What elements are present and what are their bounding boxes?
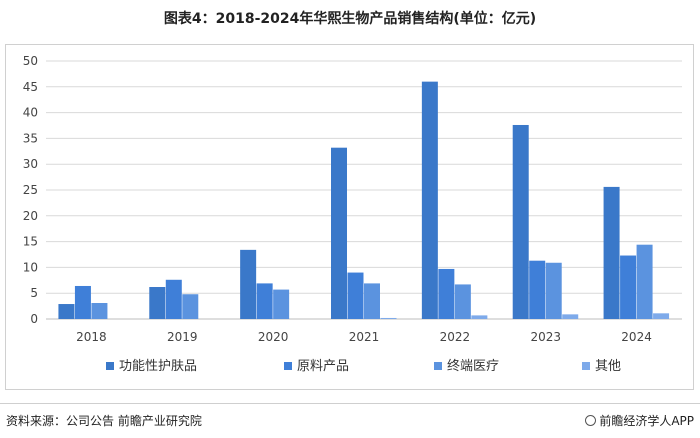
- source-note: 资料来源：公司公告 前瞻产业研究院: [6, 414, 202, 428]
- bar-1: [421, 81, 438, 319]
- legend-label: 功能性护肤品: [119, 359, 197, 374]
- legend-label: 原料产品: [297, 359, 349, 374]
- legend-label: 终端医疗: [447, 358, 499, 374]
- bar-2: [256, 283, 273, 319]
- x-tick-label: 2018: [76, 330, 107, 344]
- bar-1: [240, 249, 257, 319]
- brand-mark: 前瞻经济学人APP: [585, 412, 694, 429]
- bar-4: [653, 313, 670, 319]
- bar-3: [91, 303, 108, 319]
- brand-logo-icon: [585, 415, 597, 426]
- bar-4: [562, 314, 579, 319]
- y-tick-label: 25: [23, 183, 38, 197]
- y-tick-label: 40: [23, 106, 38, 120]
- y-tick-label: 35: [23, 131, 38, 145]
- bar-1: [331, 147, 347, 319]
- x-tick-label: 2021: [349, 330, 380, 344]
- bar-2: [529, 260, 546, 319]
- x-tick-label: 2019: [167, 330, 198, 344]
- x-tick-label: 2022: [440, 330, 471, 344]
- legend-label: 其他: [595, 359, 621, 374]
- bar-2: [74, 285, 91, 319]
- bar-4: [380, 317, 397, 319]
- bar-3: [182, 294, 199, 319]
- x-tick-label: 2024: [621, 330, 652, 344]
- y-tick-label: 15: [23, 235, 38, 249]
- legend-swatch: [434, 362, 442, 370]
- bar-2: [165, 279, 182, 319]
- bar-chart: 0 5 10 15 20 25 30 35 40 45 50 2018 2019 2020 2021 2022…: [23, 54, 682, 374]
- bar-1: [603, 186, 620, 319]
- chart-frame: 0 5 10 15 20 25 30 35 40 45 50 2018 2019 2020 2021 2022…: [5, 44, 694, 390]
- footer-divider: [0, 403, 700, 404]
- bar-3: [364, 283, 380, 319]
- chart-title: 图表4：2018-2024年华熙生物产品销售结构(单位：亿元): [163, 11, 537, 27]
- bar-3: [273, 289, 290, 319]
- y-tick-label: 50: [23, 54, 38, 68]
- y-tick-label: 10: [23, 260, 38, 274]
- legend-swatch: [582, 362, 590, 370]
- x-tick-label: 2020: [258, 330, 289, 344]
- y-tick-label: 20: [23, 209, 38, 223]
- bar-4: [471, 315, 488, 319]
- bar-2: [347, 272, 364, 319]
- bar-2: [438, 268, 455, 319]
- bar-2: [620, 255, 637, 319]
- y-tick-label: 30: [23, 157, 38, 171]
- bar-1: [512, 124, 529, 319]
- y-tick-label: 0: [30, 312, 38, 326]
- legend-swatch: [106, 362, 114, 370]
- bar-1: [149, 287, 166, 319]
- x-tick-label: 2023: [530, 330, 561, 344]
- bar-3: [454, 284, 471, 319]
- bar-1: [58, 304, 75, 319]
- y-tick-label: 5: [30, 286, 38, 300]
- bar-3: [636, 244, 653, 319]
- y-tick-label: 45: [23, 80, 38, 94]
- brand-name: 前瞻经济学人APP: [599, 414, 694, 428]
- bar-3: [545, 262, 562, 319]
- legend-swatch: [284, 362, 292, 370]
